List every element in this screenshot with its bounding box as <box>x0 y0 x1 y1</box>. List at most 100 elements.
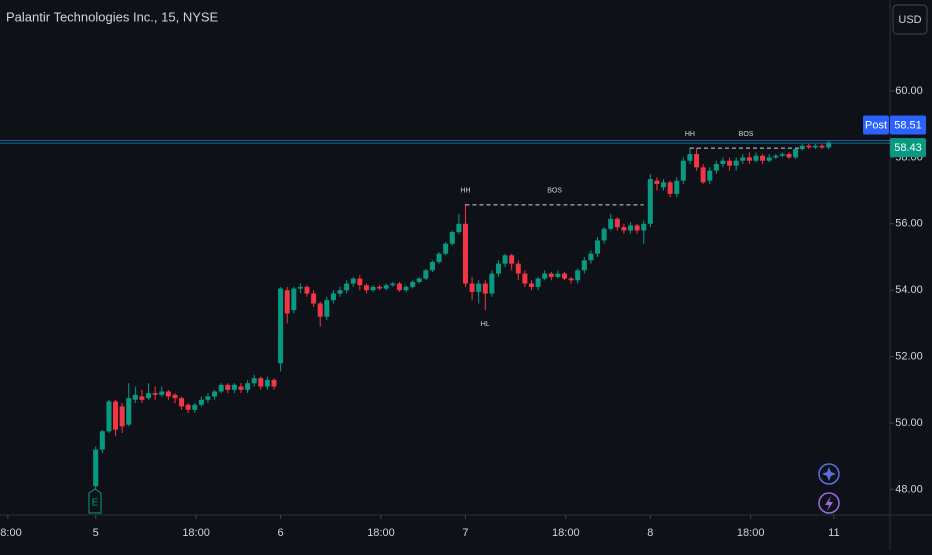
candle-body <box>350 278 356 284</box>
hh-label: HH <box>460 188 470 195</box>
candle-body <box>390 283 396 286</box>
price-tag-value: 58.43 <box>894 142 922 154</box>
candle-body <box>614 218 620 228</box>
candle-body <box>542 273 548 279</box>
candle-body <box>383 285 389 289</box>
hl-label: HL <box>481 321 490 328</box>
candle-body <box>212 391 218 397</box>
candle-body <box>634 225 640 231</box>
candle-body <box>819 145 825 148</box>
candle-body <box>641 223 647 231</box>
candle-body <box>581 260 587 271</box>
candle-body <box>456 223 462 233</box>
chart-title: Palantir Technologies Inc., 15, NYSE <box>6 9 219 24</box>
candle-body <box>568 278 574 281</box>
price-tag <box>890 138 926 158</box>
candle-body <box>779 154 785 156</box>
candle-body <box>330 293 336 301</box>
candle-body <box>377 286 383 289</box>
candle-body <box>812 145 818 148</box>
candle-body <box>436 253 442 262</box>
y-tick-label: 52.00 <box>895 351 923 363</box>
candle-body <box>476 283 482 292</box>
candle-body <box>595 240 601 254</box>
candle-body <box>720 160 726 165</box>
candle-body <box>502 255 508 264</box>
earnings-shape <box>88 488 102 514</box>
candle-body <box>159 391 165 395</box>
y-tick-label: 48.00 <box>895 483 923 495</box>
candle-body <box>601 228 607 241</box>
candle-body <box>396 283 402 291</box>
candle-body <box>766 157 772 161</box>
x-tick-label: 18:00 <box>367 527 395 539</box>
candle-body <box>146 393 152 399</box>
candle-body <box>258 378 264 387</box>
candle-body <box>806 145 812 148</box>
candle-body <box>113 401 119 430</box>
candle-body <box>449 232 455 244</box>
candle-body <box>311 293 317 304</box>
y-tick-label: 50.00 <box>895 417 923 429</box>
candle-body <box>588 253 594 261</box>
candle-body <box>661 182 667 188</box>
candle-body <box>410 281 416 287</box>
earnings-icon[interactable]: E <box>88 488 102 514</box>
candle-body <box>793 149 799 158</box>
alerts-icon[interactable] <box>818 492 840 514</box>
candle-body <box>727 160 733 166</box>
candle-body <box>674 180 680 194</box>
candle-body <box>687 154 693 161</box>
x-tick-label: 5 <box>93 527 99 539</box>
candle-body <box>192 404 198 410</box>
currency-button[interactable] <box>892 4 928 35</box>
candle-body <box>106 401 112 432</box>
candle-body <box>337 290 343 294</box>
candle-body <box>575 270 581 281</box>
candle-body <box>357 278 363 286</box>
candle-body <box>443 243 449 254</box>
candle-body <box>522 273 528 284</box>
candle-body <box>462 223 468 284</box>
bos-label: BOS <box>739 131 754 138</box>
candle-body <box>291 288 297 311</box>
bos-label: BOS <box>547 188 562 195</box>
ideas-glyph <box>822 467 836 481</box>
x-tick-label: 18:00 <box>182 527 210 539</box>
candle-body <box>264 379 270 387</box>
candle-body <box>694 154 700 168</box>
price-tag-label: Post <box>865 119 887 131</box>
candle-body <box>238 386 244 390</box>
candle-body <box>621 227 627 231</box>
candle-body <box>509 255 515 264</box>
candle-body <box>119 406 125 427</box>
candle-body <box>185 404 191 410</box>
candle-body <box>826 142 832 148</box>
candle-body <box>245 383 251 390</box>
currency[interactable]: USD <box>898 14 921 26</box>
x-tick-label: 18:00 <box>0 527 22 539</box>
candle-body <box>179 398 185 407</box>
candle-body <box>225 384 231 390</box>
candle-body <box>495 263 501 274</box>
candle-body <box>344 283 350 291</box>
candle-body <box>429 261 435 271</box>
x-tick-label: 18:00 <box>552 527 580 539</box>
candle-body <box>172 394 178 399</box>
alerts-glyph <box>825 496 833 511</box>
candle-body <box>667 182 673 194</box>
candle-body <box>608 218 614 229</box>
candle-body <box>654 180 660 184</box>
candle-body <box>304 286 310 294</box>
hh-label: HH <box>685 131 695 138</box>
candle-body <box>733 160 739 166</box>
candle-body <box>628 225 634 231</box>
ideas-icon[interactable] <box>818 463 840 485</box>
candle-body <box>713 164 719 171</box>
candle-body <box>278 288 284 364</box>
candle-body <box>799 145 805 150</box>
earnings-label: E <box>92 498 99 509</box>
price-tag-label-box <box>863 115 889 135</box>
candle-body <box>773 155 779 158</box>
candle-body <box>416 278 422 282</box>
